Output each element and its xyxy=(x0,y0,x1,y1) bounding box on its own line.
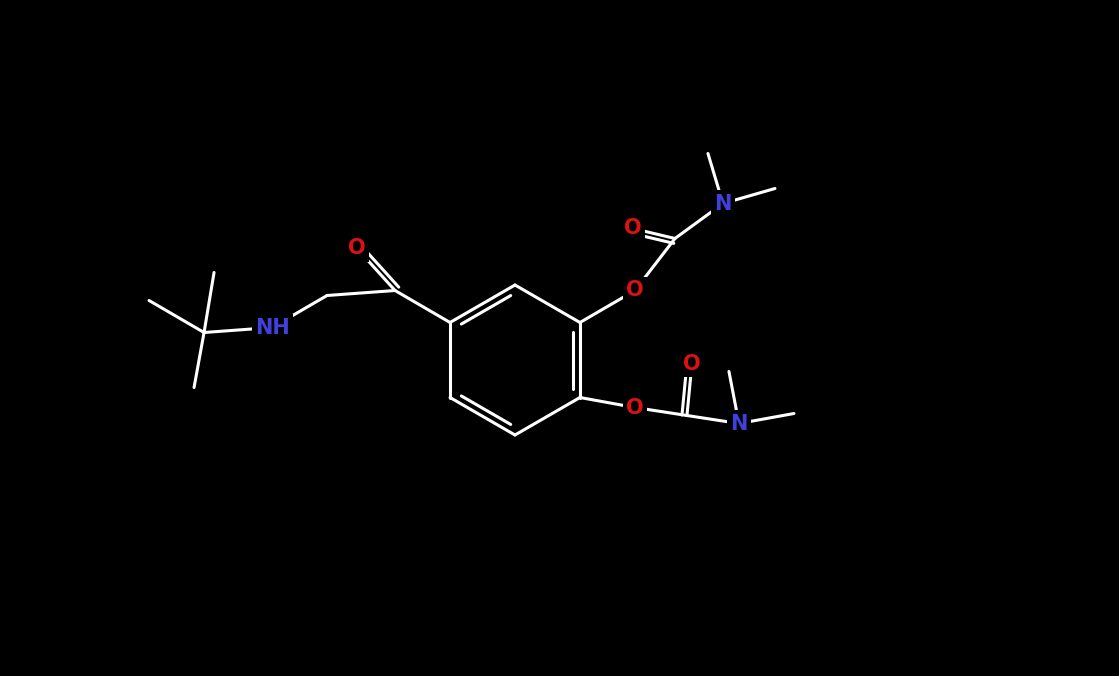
Text: O: O xyxy=(348,239,366,258)
Text: NH: NH xyxy=(255,318,290,337)
Text: O: O xyxy=(683,354,700,374)
Text: N: N xyxy=(731,414,747,433)
Text: O: O xyxy=(624,218,642,239)
Text: O: O xyxy=(627,281,643,301)
Text: O: O xyxy=(627,397,643,418)
Text: N: N xyxy=(714,193,732,214)
